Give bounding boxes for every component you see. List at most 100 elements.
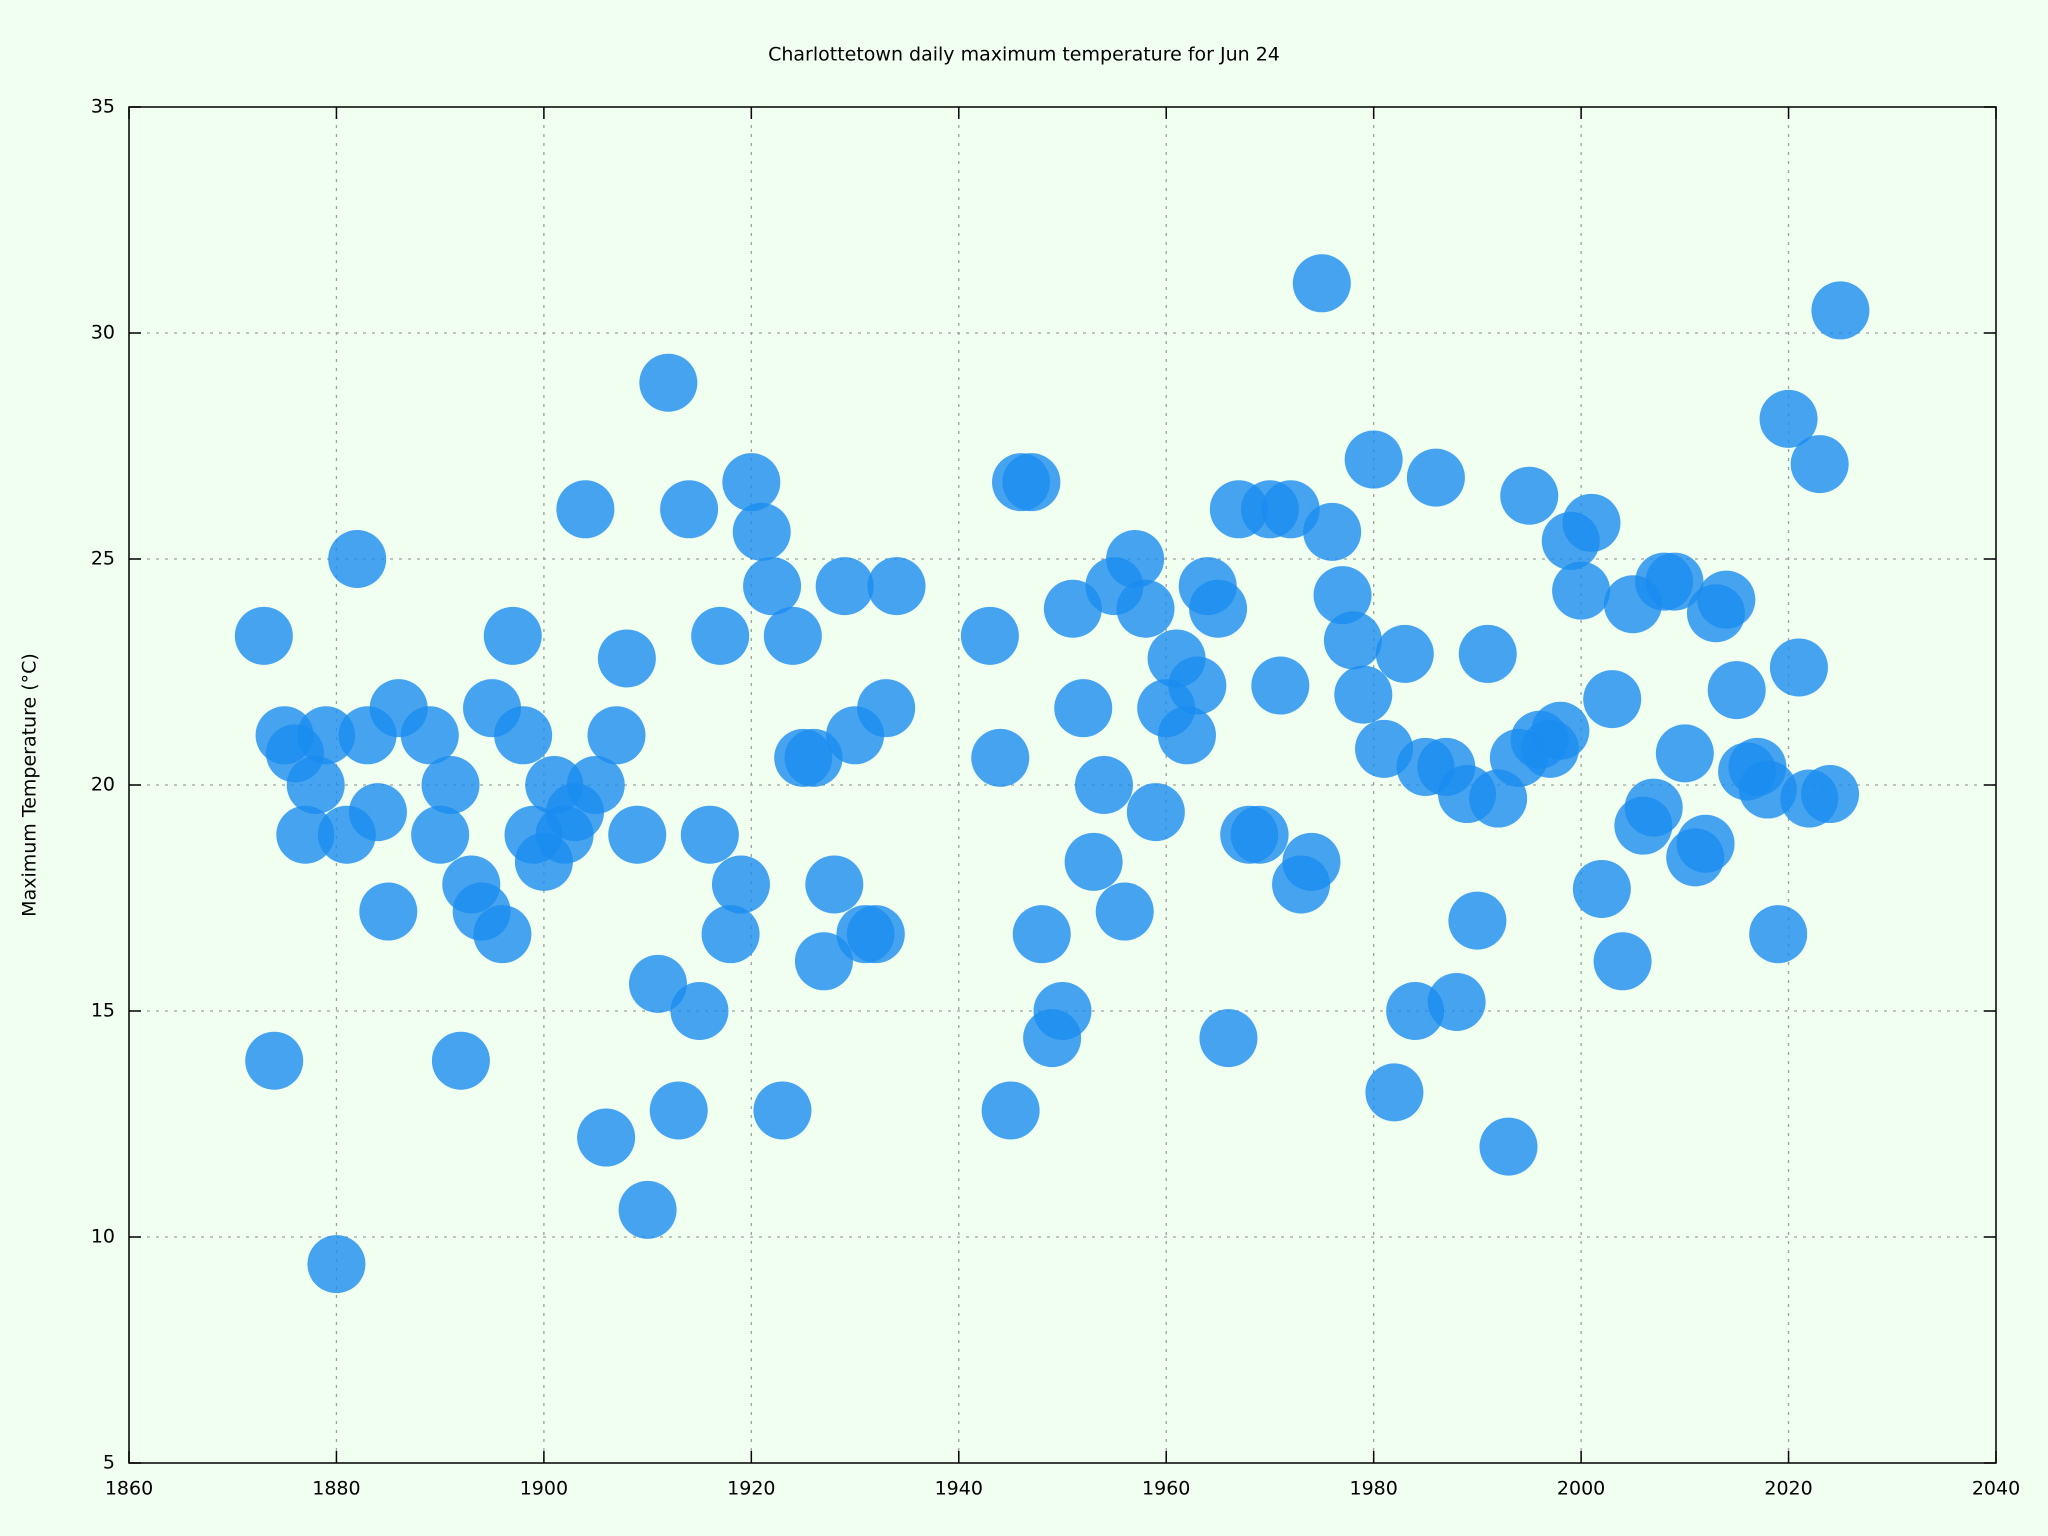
point bbox=[1697, 570, 1756, 629]
point bbox=[1562, 493, 1621, 552]
point bbox=[1251, 656, 1310, 715]
point bbox=[1645, 552, 1704, 611]
point bbox=[1624, 778, 1683, 837]
point bbox=[234, 606, 293, 665]
x-tick-label: 1900 bbox=[520, 1478, 568, 1500]
y-tick-label: 25 bbox=[91, 548, 115, 570]
y-tick-label: 10 bbox=[91, 1226, 115, 1248]
point bbox=[722, 453, 781, 512]
y-tick-label: 20 bbox=[91, 774, 115, 796]
point bbox=[577, 1108, 636, 1167]
point bbox=[660, 480, 719, 539]
point bbox=[1458, 624, 1517, 683]
point bbox=[1427, 972, 1486, 1031]
y-axis-label: Maximum Temperature (°C) bbox=[19, 653, 41, 917]
point bbox=[805, 855, 864, 914]
point bbox=[556, 480, 615, 539]
point bbox=[328, 530, 387, 588]
point bbox=[245, 1031, 304, 1090]
point bbox=[1074, 756, 1133, 814]
point bbox=[618, 1180, 677, 1239]
y-tick-label: 35 bbox=[91, 96, 115, 118]
point bbox=[1655, 724, 1714, 783]
point bbox=[691, 606, 750, 665]
point bbox=[1230, 805, 1289, 864]
point bbox=[1676, 814, 1735, 873]
point bbox=[867, 557, 926, 616]
point bbox=[1323, 611, 1382, 670]
point bbox=[307, 1235, 366, 1294]
point bbox=[1064, 832, 1123, 891]
x-tick-label: 1940 bbox=[935, 1478, 983, 1500]
x-tick-label: 1860 bbox=[105, 1478, 153, 1500]
point bbox=[649, 1081, 708, 1140]
y-tick-label: 30 bbox=[91, 322, 115, 344]
x-tick-label: 2040 bbox=[1972, 1478, 2020, 1500]
point bbox=[960, 606, 1019, 665]
point bbox=[1500, 466, 1559, 525]
point bbox=[1106, 530, 1165, 588]
x-tick-label: 2000 bbox=[1557, 1478, 1605, 1500]
point bbox=[1292, 254, 1351, 313]
point bbox=[1365, 1063, 1424, 1122]
point bbox=[1593, 932, 1652, 991]
point bbox=[473, 905, 532, 964]
point bbox=[1749, 905, 1808, 964]
point bbox=[1012, 905, 1071, 964]
point bbox=[701, 905, 760, 964]
point bbox=[1313, 566, 1372, 625]
point bbox=[1344, 430, 1403, 489]
point bbox=[411, 805, 470, 864]
point bbox=[1801, 765, 1860, 824]
point bbox=[1375, 624, 1434, 683]
point bbox=[753, 1081, 812, 1140]
point bbox=[1303, 502, 1362, 561]
point bbox=[597, 629, 656, 688]
x-tick-label: 1960 bbox=[1142, 1478, 1190, 1500]
point bbox=[1334, 665, 1393, 724]
point bbox=[743, 557, 802, 616]
point bbox=[1054, 679, 1113, 738]
point bbox=[1157, 706, 1216, 765]
plot-frame bbox=[128, 106, 1997, 1464]
point bbox=[1552, 561, 1611, 620]
point bbox=[971, 728, 1030, 787]
x-tick-label: 2020 bbox=[1764, 1478, 1812, 1500]
point bbox=[846, 905, 905, 964]
point bbox=[670, 982, 729, 1040]
point bbox=[1002, 453, 1061, 512]
point bbox=[1583, 670, 1642, 729]
point bbox=[711, 855, 770, 914]
point bbox=[763, 606, 822, 665]
point bbox=[639, 353, 698, 412]
point bbox=[1033, 982, 1092, 1040]
point bbox=[587, 706, 646, 765]
point bbox=[431, 1031, 490, 1090]
point bbox=[483, 606, 542, 665]
point bbox=[1199, 1009, 1258, 1068]
point bbox=[794, 932, 853, 991]
point bbox=[494, 706, 553, 765]
point bbox=[1448, 891, 1507, 950]
x-tick-label: 1980 bbox=[1349, 1478, 1397, 1500]
y-tick-label: 15 bbox=[91, 1000, 115, 1022]
point bbox=[348, 783, 407, 842]
point bbox=[1406, 448, 1465, 507]
point bbox=[1116, 579, 1175, 638]
point bbox=[1769, 638, 1828, 697]
x-tick-label: 1880 bbox=[312, 1478, 360, 1500]
point bbox=[732, 502, 791, 561]
point bbox=[276, 805, 335, 864]
point bbox=[1790, 435, 1849, 494]
point bbox=[1189, 579, 1248, 638]
point bbox=[981, 1081, 1040, 1140]
point bbox=[1095, 882, 1154, 941]
point bbox=[1759, 389, 1818, 448]
point bbox=[680, 805, 739, 864]
point bbox=[1531, 701, 1590, 760]
x-tick-label: 1920 bbox=[727, 1478, 775, 1500]
point bbox=[566, 756, 625, 814]
point bbox=[857, 679, 916, 738]
